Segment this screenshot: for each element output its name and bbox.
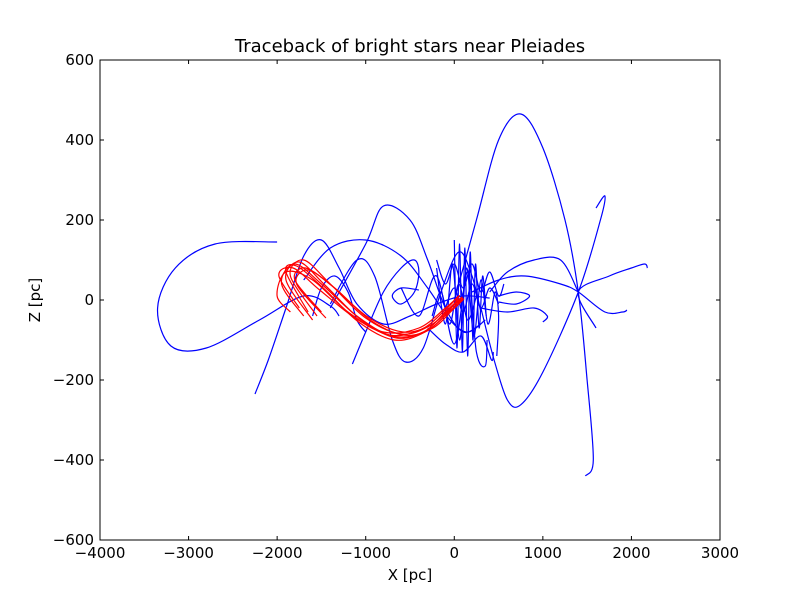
y-axis-label: Z [pc] [26, 278, 44, 323]
y-tick-label: 600 [65, 51, 94, 69]
x-tick-label: −1000 [340, 544, 391, 562]
x-tick-label: 1000 [524, 544, 562, 562]
field-star-trajectory-9 [471, 275, 628, 315]
field-star-trajectory-0 [156, 240, 340, 352]
x-tick-label: 0 [450, 544, 460, 562]
y-tick-label: 0 [84, 291, 94, 309]
field-star-trajectory-15 [436, 263, 500, 357]
pleiades-trajectory-28 [295, 269, 465, 337]
field-star-trajectory-10 [577, 263, 648, 329]
field-star-trajectory-5 [351, 259, 420, 365]
y-tick-label: −200 [53, 371, 94, 389]
field-star-trajectory-13 [498, 291, 531, 305]
x-tick-label: 2000 [612, 544, 650, 562]
tick-layer: −4000 −3000 −2000 −1000 0 1000 2000 3000−600−40… [53, 51, 739, 562]
y-tick-label: −600 [53, 531, 94, 549]
field-star-trajectory-19 [444, 283, 500, 313]
y-tick-label: 400 [65, 131, 94, 149]
plot-area [100, 60, 720, 540]
x-tick-label: −4000 [75, 544, 126, 562]
field-star-trajectory-17 [427, 327, 494, 362]
x-tick-label: −3000 [163, 544, 214, 562]
x-tick-label: 3000 [701, 544, 739, 562]
x-axis-label: X [pc] [388, 566, 433, 584]
pleiades-trajectory-27 [293, 267, 464, 333]
field-star-trajectory-8 [480, 195, 606, 408]
field-star-trajectory-14 [453, 239, 487, 357]
pleiades-trajectory-26 [278, 266, 459, 337]
field-star-trajectory-16 [400, 271, 488, 368]
field-star-trajectory-18 [436, 259, 505, 297]
field-star-trajectory-1 [254, 239, 490, 395]
y-tick-label: 200 [65, 211, 94, 229]
x-tick-label: −2000 [252, 544, 303, 562]
series-layer [156, 113, 648, 477]
y-tick-label: −400 [53, 451, 94, 469]
field-star-trajectory-11 [489, 256, 579, 293]
field-star-trajectory-7 [453, 113, 594, 477]
chart-title: Traceback of bright stars near Pleiades [234, 36, 585, 57]
